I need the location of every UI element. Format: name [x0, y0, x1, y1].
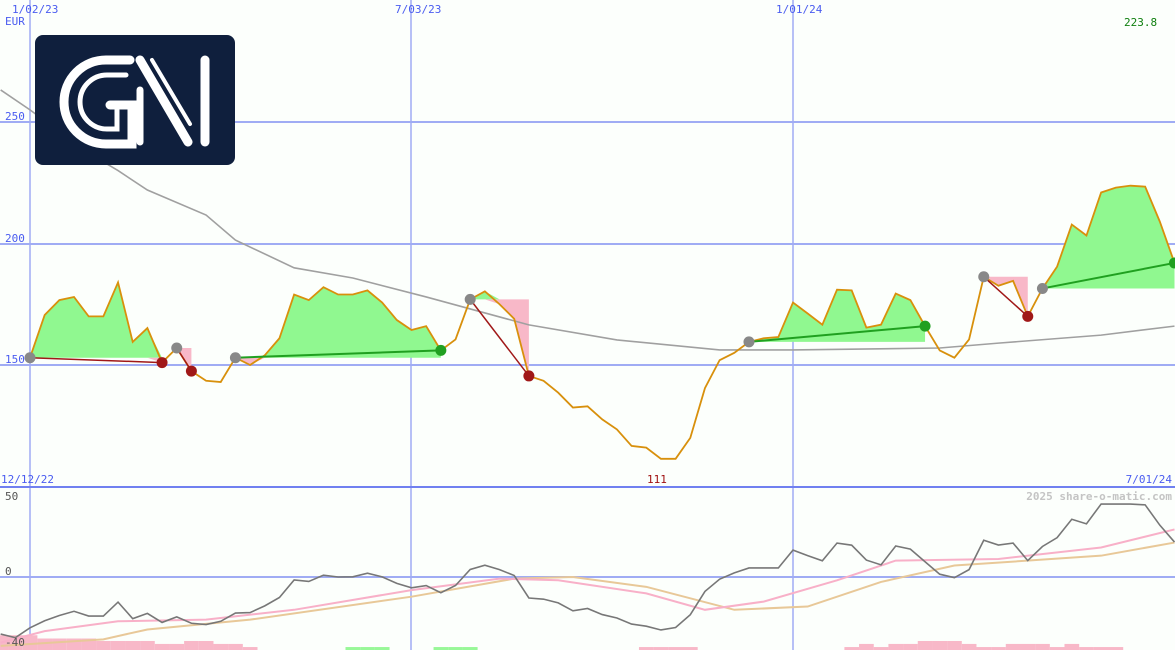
histogram-bar	[1035, 643, 1050, 650]
histogram-bar	[1064, 643, 1080, 650]
histogram-bar	[903, 643, 918, 650]
trade-loss-marker	[185, 365, 197, 377]
histogram-bar	[961, 643, 977, 650]
histogram-bar	[1108, 647, 1124, 650]
histogram-bar	[976, 647, 992, 650]
gain-fill-area	[235, 287, 441, 358]
trade-start-marker	[1036, 282, 1048, 294]
histogram-bar	[917, 640, 933, 650]
loss-fill-area	[235, 357, 441, 365]
histogram-bar	[96, 640, 111, 650]
trade-fills	[30, 185, 1175, 376]
price-line	[29, 184, 1175, 460]
loss-fill-area	[983, 276, 1028, 317]
y-tick-label: 200	[5, 232, 25, 245]
histogram-bar	[213, 643, 229, 650]
trade-line	[469, 298, 530, 377]
max-label: 223.8	[1124, 16, 1157, 29]
gain-fill-area	[470, 291, 529, 300]
histogram-bar	[888, 643, 904, 650]
trade-start-marker	[743, 336, 755, 348]
histogram-bar	[37, 638, 53, 650]
histogram-bar	[198, 640, 214, 650]
histogram-bar	[1079, 647, 1094, 650]
histogram-bar	[228, 643, 243, 650]
histogram-bar	[433, 647, 449, 650]
histogram-bar	[844, 647, 860, 650]
histogram-bar	[184, 640, 199, 650]
histogram-bar	[873, 647, 889, 650]
histogram-bar	[653, 647, 669, 650]
histogram-bar	[66, 638, 82, 650]
oscillator-panel	[0, 503, 1175, 650]
trade-line	[1042, 261, 1175, 290]
histogram-bar	[1049, 647, 1065, 650]
trade-line	[29, 356, 163, 364]
histogram-bar	[638, 647, 654, 650]
oscillator-line	[0, 503, 1175, 639]
histogram-bar	[682, 647, 698, 650]
trade-line	[983, 276, 1029, 317]
unit-label: EUR	[5, 15, 25, 28]
loss-fill-area	[30, 357, 163, 363]
histogram-bar	[668, 647, 684, 650]
histogram-bar	[140, 640, 155, 650]
histogram-bar	[374, 647, 390, 650]
histogram-bar	[81, 638, 97, 650]
trade-loss-marker	[1022, 310, 1034, 322]
histogram-bar	[242, 647, 258, 650]
trade-line	[748, 325, 926, 343]
trade-gain-marker	[435, 344, 447, 356]
trade-lines	[29, 261, 1175, 377]
trade-markers	[24, 257, 1175, 382]
trade-start-marker	[464, 293, 476, 305]
histogram-bar	[110, 640, 126, 650]
histogram-bar	[1020, 643, 1036, 650]
range-start-label: 12/12/22	[1, 473, 54, 486]
histogram-bar	[125, 640, 141, 650]
histogram-bar	[1005, 643, 1021, 650]
moving-average-line	[0, 89, 1175, 351]
histogram-bar	[345, 647, 361, 650]
histogram-bar	[859, 643, 874, 650]
signal-slow-line	[0, 541, 1175, 647]
histogram-bar	[1093, 647, 1109, 650]
osc-y-tick-label: -40	[5, 636, 25, 649]
histogram-bar	[462, 647, 478, 650]
trade-start-marker	[24, 352, 36, 364]
trade-line	[235, 349, 441, 359]
watermark: 2025 share-o-matic.com	[1026, 490, 1172, 503]
x-tick-label: 1/02/23	[12, 3, 58, 16]
histogram-bar	[991, 647, 1006, 650]
labels: 1/02/23 7/03/23 1/01/24 EUR 250 200 150 …	[1, 3, 1172, 649]
histogram-bar	[169, 643, 185, 650]
trade-loss-marker	[156, 357, 168, 369]
histogram-bar	[932, 640, 948, 650]
range-end-label: 7/01/24	[1126, 473, 1173, 486]
histogram-bar	[360, 647, 375, 650]
osc-y-tick-label: 50	[5, 490, 18, 503]
logo	[35, 35, 235, 165]
trade-start-marker	[978, 271, 990, 283]
trade-loss-marker	[523, 370, 535, 382]
gain-fill-area	[1042, 185, 1175, 289]
trade-gain-marker	[919, 320, 931, 332]
x-tick-label: 1/01/24	[776, 3, 823, 16]
gain-fill-area	[30, 282, 163, 358]
trade-start-marker	[171, 342, 183, 354]
x-tick-label: 7/03/23	[395, 3, 441, 16]
histogram-bar	[154, 643, 170, 650]
histogram-bar	[52, 638, 67, 650]
min-label: 111	[647, 473, 667, 486]
histogram-bar	[947, 640, 962, 650]
osc-y-tick-label: 0	[5, 565, 12, 578]
signal-fast-line	[0, 528, 1175, 644]
y-tick-label: 250	[5, 110, 25, 123]
trade-gain-marker	[1168, 257, 1175, 269]
histogram-bar	[22, 635, 38, 650]
y-tick-label: 150	[5, 353, 25, 366]
histogram-bar	[448, 647, 463, 650]
trade-start-marker	[229, 352, 241, 364]
